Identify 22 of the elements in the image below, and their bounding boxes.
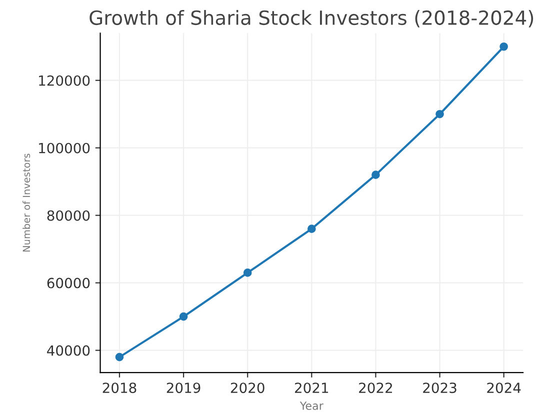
- y-axis-title: Number of Investors: [22, 154, 30, 252]
- point: [500, 42, 508, 51]
- point: [372, 170, 380, 180]
- x-tick-label: 2018: [102, 382, 136, 394]
- y-tick-label: 100000: [39, 142, 90, 154]
- x-tick-label: 2021: [294, 382, 328, 394]
- y-tick-label: 80000: [47, 210, 90, 221]
- x-tick-label: 2019: [166, 382, 200, 394]
- point: [115, 352, 124, 362]
- point: [436, 110, 444, 118]
- x-tick-label: 2023: [423, 382, 456, 394]
- y-tick-label: 60000: [47, 278, 90, 288]
- x-tick-label: 2022: [359, 382, 392, 394]
- x-axis-title: Year: [300, 402, 324, 410]
- x-tick-label: 2020: [230, 382, 264, 394]
- y-tick-label: 40000: [47, 345, 90, 356]
- point: [307, 224, 316, 234]
- chart-title: Growth of Sharia Stock Investors (2018-2024): [90, 10, 534, 28]
- point: [179, 312, 188, 321]
- x-tick-label: 2024: [487, 382, 521, 394]
- point: [243, 268, 252, 277]
- y-tick-label: 120000: [39, 75, 90, 86]
